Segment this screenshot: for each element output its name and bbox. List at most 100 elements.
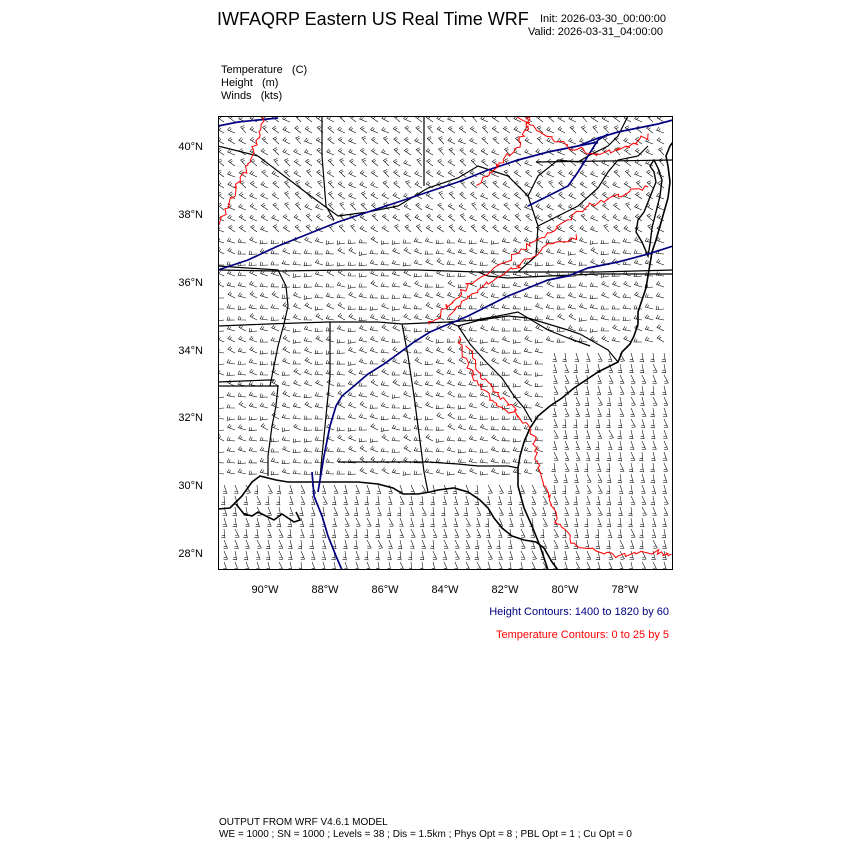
wind-barb [391,414,401,420]
lat-label-28n: 28°N [178,548,203,560]
wind-barb [442,550,448,560]
wind-barb [629,473,634,484]
wind-barb [569,125,577,134]
wind-barb [271,170,280,178]
lat-label-40n: 40°N [178,141,203,153]
wind-barb [535,214,544,222]
wind-barb [355,517,361,527]
wind-barb [556,248,566,255]
wind-barb [595,550,601,561]
wind-barb [583,462,589,473]
wind-barb [419,517,425,528]
wind-barb [259,248,269,255]
wind-barb [260,202,269,211]
wind-barb [545,336,555,343]
wind-barb [546,291,555,299]
wind-barb [617,473,622,484]
wind-barb [611,316,620,321]
wind-barb [523,260,533,266]
wind-barb [575,440,580,450]
wind-barb [622,316,632,321]
wind-barb [623,335,632,343]
wind-barb [359,325,368,332]
wind-barb [580,125,588,134]
wind-barb [237,281,247,288]
wind-barb [442,495,447,505]
wind-barb [443,539,449,549]
wind-barb [294,125,302,134]
wind-barb [646,180,654,189]
wind-barb [535,192,544,200]
wind-barb [413,237,423,244]
wind-barb [479,435,489,442]
wind-barb [641,374,647,384]
wind-barb [586,440,592,450]
wind-barb [314,306,324,311]
wind-barb [419,550,425,561]
wind-barb [663,429,668,439]
wind-barb [270,470,280,476]
wind-barb [501,283,511,289]
wind-barb [650,473,655,484]
wind-barb [447,213,456,222]
wind-barb [634,291,643,299]
wind-barb [436,213,445,222]
wind-barb [497,495,502,505]
wind-barb [370,423,379,431]
wind-barb [524,390,533,398]
wind-barb [568,137,577,145]
wind-barb [612,280,621,288]
wind-barb [534,339,544,344]
wind-barb [468,239,478,245]
lon-label-78w: 78°W [611,584,639,596]
wind-barb [414,214,423,222]
wind-barb [457,424,467,431]
wind-barb [622,293,632,299]
wind-barb [414,247,423,255]
wind-barb [248,358,258,365]
wind-barb [327,191,335,200]
wind-barb [369,306,379,311]
wind-barb [663,440,669,450]
lon-label-80w: 80°W [551,584,579,596]
wind-barb [270,316,280,321]
wind-barb [447,357,456,365]
wind-barb [595,451,600,462]
wind-barb [421,506,427,516]
wind-barb [480,148,489,156]
wind-barb [465,561,471,570]
wind-barb [602,180,610,189]
wind-barb [348,402,357,409]
wind-barb [595,418,601,429]
wind-barb [639,363,645,374]
wind-barb [575,396,581,406]
map-canvas [218,116,673,570]
wind-barb [629,352,634,363]
wind-barb [644,293,654,299]
wind-barb [326,302,335,310]
wind-barb [260,192,269,200]
chesapeake-bay [635,158,663,259]
wind-barb [300,495,306,505]
wind-barb [358,426,368,431]
wind-barb [300,550,306,560]
wind-barb [545,248,555,255]
wind-barb [557,313,566,321]
wind-barb [501,327,511,332]
border-ms-al [319,322,331,479]
wind-barb [534,294,544,299]
wind-barb [347,391,357,398]
wind-barb [617,517,622,528]
wind-barb [270,261,280,266]
wind-barb [542,495,548,505]
wind-barb [435,426,445,431]
wind-barb [468,326,478,332]
wind-barb [438,136,445,145]
wind-barb [502,357,511,365]
wind-barb [311,550,316,560]
wind-barb [436,302,445,310]
wind-barb [403,170,412,178]
wind-barb [358,292,368,299]
wind-barb [464,495,469,505]
wind-barb [300,484,306,494]
